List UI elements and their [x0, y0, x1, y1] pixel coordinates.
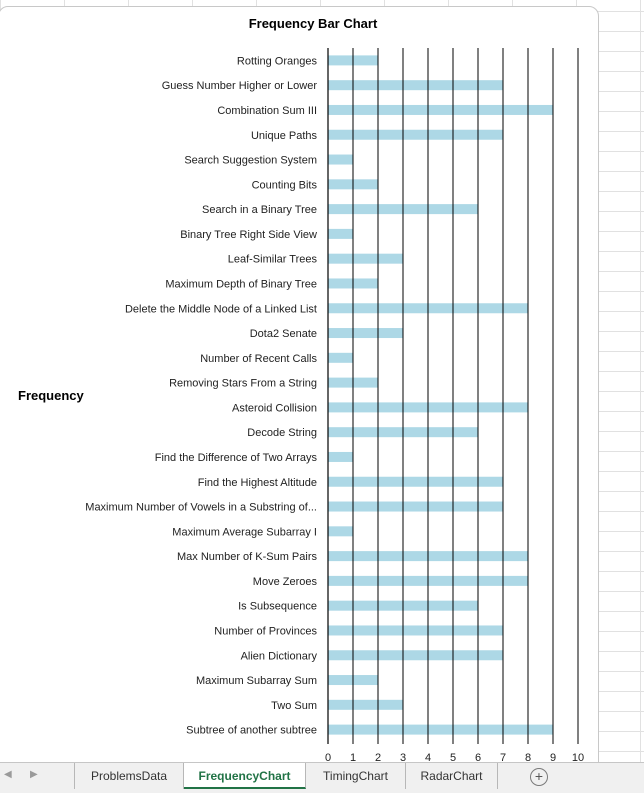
category-label-18: Maximum Number of Vowels in a Substring …: [85, 502, 317, 514]
category-label-23: Number of Provinces: [214, 625, 317, 637]
bar-3: [328, 129, 503, 140]
x-tick-label-7: 7: [500, 752, 506, 762]
x-tick-label-3: 3: [400, 752, 406, 762]
category-label-5: Counting Bits: [252, 179, 318, 191]
category-label-17: Find the Highest Altitude: [198, 477, 317, 489]
bar-17: [328, 476, 503, 487]
category-label-11: Dota2 Senate: [250, 328, 317, 340]
category-label-21: Move Zeroes: [253, 576, 318, 588]
category-label-13: Removing Stars From a String: [169, 378, 317, 390]
category-label-3: Unique Paths: [251, 130, 318, 142]
bar-23: [328, 625, 503, 636]
bar-18: [328, 501, 503, 512]
tab-problemsdata[interactable]: ProblemsData: [74, 763, 184, 789]
x-tick-label-4: 4: [425, 752, 431, 762]
category-label-10: Delete the Middle Node of a Linked List: [125, 303, 317, 315]
bar-19: [328, 526, 353, 537]
bar-chart-plot: Rotting Oranges Guess Number Higher or Lo…: [85, 48, 584, 762]
bar-16: [328, 451, 353, 462]
category-label-2: Combination Sum III: [217, 105, 317, 117]
category-label-20: Max Number of K-Sum Pairs: [177, 551, 317, 563]
chart-title: Frequency Bar Chart: [248, 16, 378, 31]
bar-26: [328, 699, 403, 710]
sheet-tab-bar: ◀ ▶ ProblemsData FrequencyChart TimingCh…: [0, 762, 644, 793]
category-label-8: Leaf-Similar Trees: [228, 254, 318, 266]
add-sheet-icon[interactable]: +: [530, 768, 548, 786]
category-label-9: Maximum Depth of Binary Tree: [165, 278, 317, 290]
category-label-22: Is Subsequence: [238, 601, 317, 613]
x-tick-label-6: 6: [475, 752, 481, 762]
category-label-24: Alien Dictionary: [241, 650, 318, 662]
y-axis-title: Frequency: [18, 388, 84, 403]
tab-frequencychart[interactable]: FrequencyChart: [184, 763, 306, 789]
category-label-25: Maximum Subarray Sum: [196, 675, 317, 687]
bar-24: [328, 650, 503, 661]
tab-timingchart[interactable]: TimingChart: [306, 763, 406, 789]
bar-12: [328, 352, 353, 363]
tab-scroll-right-icon[interactable]: ▶: [30, 769, 38, 780]
tab-radarchart[interactable]: RadarChart: [406, 763, 498, 789]
category-label-6: Search in a Binary Tree: [202, 204, 317, 216]
tab-scroll-left-icon[interactable]: ◀: [4, 769, 12, 780]
category-label-15: Decode String: [247, 427, 317, 439]
category-label-4: Search Suggestion System: [184, 155, 317, 167]
category-label-12: Number of Recent Calls: [200, 353, 317, 365]
category-label-27: Subtree of another subtree: [186, 725, 317, 737]
category-label-26: Two Sum: [271, 700, 317, 712]
x-tick-label-9: 9: [550, 752, 556, 762]
category-label-1: Guess Number Higher or Lower: [162, 80, 318, 92]
bar-1: [328, 80, 503, 91]
category-label-14: Asteroid Collision: [232, 402, 317, 414]
bar-4: [328, 154, 353, 165]
x-tick-label-8: 8: [525, 752, 531, 762]
bar-11: [328, 328, 403, 339]
category-label-0: Rotting Oranges: [237, 55, 318, 67]
category-label-19: Maximum Average Subarray I: [172, 526, 317, 538]
x-tick-label-2: 2: [375, 752, 381, 762]
bar-8: [328, 253, 403, 264]
x-tick-label-0: 0: [325, 752, 331, 762]
category-label-16: Find the Difference of Two Arrays: [155, 452, 318, 464]
bar-27: [328, 724, 553, 735]
category-label-7: Binary Tree Right Side View: [180, 229, 317, 241]
x-tick-label-10: 10: [572, 752, 584, 762]
x-tick-label-1: 1: [350, 752, 356, 762]
bar-2: [328, 104, 553, 115]
bar-7: [328, 228, 353, 239]
x-tick-label-5: 5: [450, 752, 456, 762]
